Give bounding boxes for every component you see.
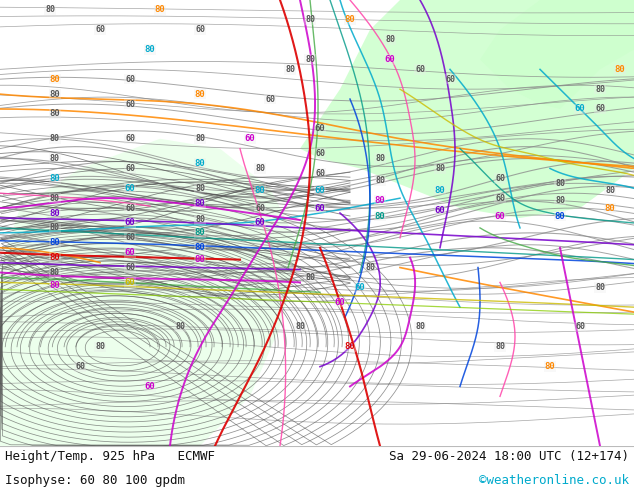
Text: 60: 60 [125,248,136,257]
Text: 80: 80 [49,174,60,183]
Polygon shape [300,0,634,218]
Text: 80: 80 [595,85,605,94]
Text: 80: 80 [195,184,205,193]
Text: ©weatheronline.co.uk: ©weatheronline.co.uk [479,474,629,487]
Text: 80: 80 [345,15,356,24]
Text: 80: 80 [195,198,205,208]
Text: 60: 60 [415,65,425,74]
Text: 80: 80 [255,164,265,173]
Text: 80: 80 [49,281,60,290]
Text: 60: 60 [125,134,135,143]
Text: 80: 80 [50,134,60,143]
Text: 60: 60 [265,95,275,103]
Text: 60: 60 [125,203,135,213]
Text: 80: 80 [49,75,60,84]
Text: 60: 60 [335,298,346,307]
Text: 80: 80 [195,228,205,237]
Text: 60: 60 [195,25,205,34]
Text: 80: 80 [435,164,445,173]
Polygon shape [480,0,634,109]
Text: 60: 60 [435,206,445,215]
Text: 80: 80 [595,283,605,292]
Text: 80: 80 [305,55,315,64]
Text: 80: 80 [555,196,565,205]
Text: 80: 80 [50,194,60,203]
Text: 80: 80 [495,343,505,351]
Text: 80: 80 [50,223,60,232]
Text: 80: 80 [195,134,205,143]
Text: 80: 80 [375,212,385,220]
Text: 80: 80 [295,322,305,332]
Text: 80: 80 [45,5,55,14]
Text: 60: 60 [145,382,155,391]
Text: 60: 60 [495,194,505,203]
Text: 80: 80 [605,203,616,213]
Text: 80: 80 [175,322,185,332]
Text: 60: 60 [125,263,135,272]
Text: 60: 60 [95,25,105,34]
Text: 80: 80 [375,176,385,185]
Text: 80: 80 [375,154,385,163]
Text: 80: 80 [50,154,60,163]
Polygon shape [0,139,300,446]
Text: 80: 80 [285,65,295,74]
Text: 60: 60 [574,104,585,114]
Text: 80: 80 [195,159,205,168]
Text: 80: 80 [49,209,60,218]
Text: 60: 60 [125,278,136,287]
Text: 60: 60 [255,203,265,213]
Text: 80: 80 [555,212,566,220]
Text: 80: 80 [50,268,60,277]
Text: 60: 60 [245,134,256,143]
Text: 80: 80 [385,35,395,44]
Text: 80: 80 [345,343,356,351]
Text: 80: 80 [305,273,315,282]
Text: 60: 60 [315,169,325,178]
Text: 80: 80 [95,343,105,351]
Text: 60: 60 [125,184,136,193]
Text: 60: 60 [575,322,585,332]
Text: 80: 80 [605,186,615,195]
Text: 60: 60 [125,219,136,227]
Text: 60: 60 [125,233,135,243]
Text: 60: 60 [314,203,325,213]
Text: 80: 80 [415,322,425,332]
Text: 80: 80 [375,196,385,205]
Text: 80: 80 [195,216,205,224]
Text: 60: 60 [595,104,605,114]
Text: 60: 60 [315,149,325,158]
Text: 60: 60 [125,99,135,109]
Text: 80: 80 [155,5,165,14]
Text: 80: 80 [49,90,60,98]
Text: 60: 60 [125,75,135,84]
Text: 80: 80 [545,362,555,371]
Text: 60: 60 [125,164,135,173]
Text: 80: 80 [49,238,60,247]
Text: 60: 60 [255,219,266,227]
Text: 80: 80 [145,45,155,54]
Text: 60: 60 [75,362,85,371]
Text: 80: 80 [195,255,205,264]
Text: 80: 80 [365,263,375,272]
Text: 80: 80 [305,15,315,24]
Text: 80: 80 [195,243,205,252]
Text: 60: 60 [495,212,505,220]
Text: 60: 60 [354,283,365,292]
Text: 80: 80 [49,253,60,262]
Text: Isophyse: 60 80 100 gpdm: Isophyse: 60 80 100 gpdm [5,474,185,487]
Text: 60: 60 [314,124,325,133]
Text: 80: 80 [49,109,60,119]
Text: Sa 29-06-2024 18:00 UTC (12+174): Sa 29-06-2024 18:00 UTC (12+174) [389,450,629,464]
Text: 60: 60 [314,186,325,195]
Text: 60: 60 [385,55,396,64]
Text: Height/Temp. 925 hPa   ECMWF: Height/Temp. 925 hPa ECMWF [5,450,215,464]
Text: 80: 80 [435,186,445,195]
Text: 60: 60 [495,174,505,183]
Text: 80: 80 [255,186,266,195]
Text: 80: 80 [614,65,625,74]
Text: 80: 80 [195,90,205,98]
Text: 60: 60 [445,75,455,84]
Text: 80: 80 [555,179,565,188]
